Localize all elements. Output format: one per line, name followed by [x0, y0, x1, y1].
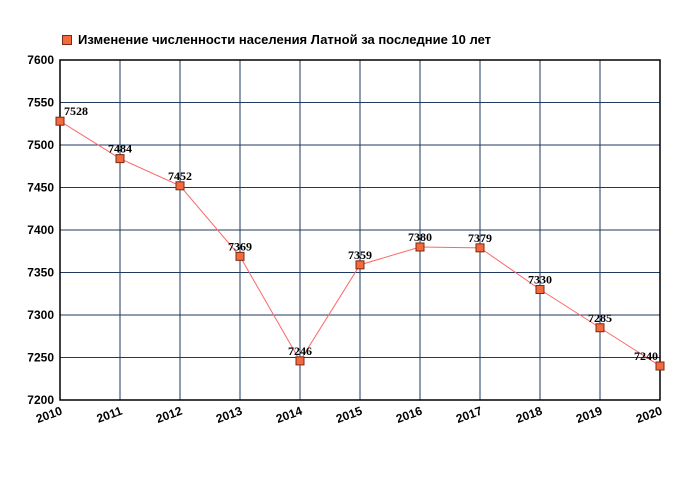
- data-label: 7484: [108, 142, 132, 156]
- data-label: 7359: [348, 248, 372, 262]
- data-point-marker: [655, 361, 665, 371]
- data-point-marker: [175, 181, 185, 191]
- data-point-marker: [475, 243, 485, 253]
- x-tick-label: 2020: [634, 404, 664, 426]
- data-point-marker: [235, 251, 245, 261]
- y-tick-label: 7550: [27, 96, 54, 110]
- data-label: 7379: [468, 231, 492, 245]
- data-label: 7369: [228, 239, 252, 253]
- y-tick-label: 7250: [27, 351, 54, 365]
- data-point-marker: [595, 323, 605, 333]
- x-tick-label: 2019: [574, 404, 604, 426]
- y-tick-label: 7350: [27, 266, 54, 280]
- x-tick-label: 2013: [214, 404, 244, 426]
- x-tick-label: 2016: [394, 404, 424, 426]
- plot-frame: [59, 59, 661, 401]
- data-label: 7240: [634, 349, 658, 363]
- data-label: 7452: [168, 169, 192, 183]
- y-tick-label: 7300: [27, 308, 54, 322]
- data-label: 7246: [288, 344, 312, 358]
- data-label: 7330: [528, 273, 552, 287]
- legend-series-label: Изменение численности населения Латной з…: [78, 32, 492, 47]
- y-tick-label: 7500: [27, 138, 54, 152]
- data-label: 7528: [64, 104, 88, 118]
- data-point-marker: [415, 242, 425, 252]
- data-point-marker: [115, 154, 125, 164]
- data-label: 7285: [588, 311, 612, 325]
- y-tick-label: 7400: [27, 223, 54, 237]
- x-tick-label: 2011: [95, 404, 125, 426]
- data-label: 7380: [408, 230, 432, 244]
- chart-legend: Изменение численности населения Латной з…: [56, 32, 492, 47]
- x-tick-label: 2012: [154, 404, 184, 426]
- data-point-marker: [355, 260, 365, 270]
- x-tick-label: 2014: [274, 404, 304, 426]
- y-tick-label: 7600: [27, 53, 54, 67]
- x-tick-label: 2018: [514, 404, 544, 426]
- data-point-marker: [535, 285, 545, 294]
- data-point-marker: [295, 356, 305, 366]
- y-tick-label: 7450: [27, 181, 54, 195]
- x-tick-label: 2017: [454, 404, 484, 426]
- x-tick-label: 2015: [334, 404, 364, 426]
- legend-series-marker: [56, 34, 78, 45]
- y-tick-label: 7200: [27, 393, 54, 407]
- data-point-marker: [55, 116, 65, 126]
